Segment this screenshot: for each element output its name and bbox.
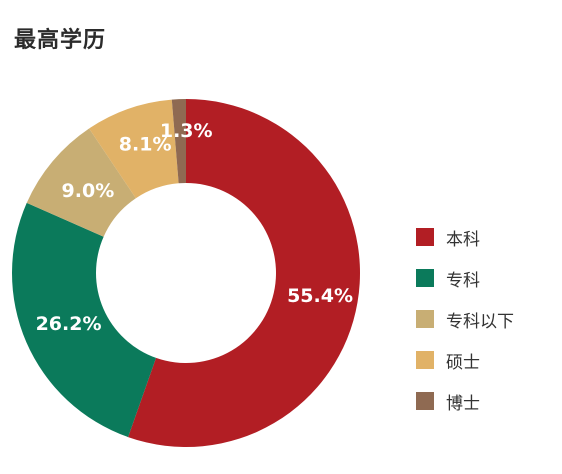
slice-value-label-2: 26.2% [36, 313, 102, 335]
legend-item-3: 专科以下 [416, 308, 514, 332]
legend-swatch [416, 269, 434, 287]
legend-label: 本科 [446, 229, 480, 250]
legend-swatch [416, 310, 434, 328]
donut-slice-3 [26, 128, 136, 237]
slice-value-label-4: 8.1% [119, 134, 172, 156]
donut-slice-2 [11, 202, 157, 438]
slice-value-label-1: 55.4% [287, 285, 353, 307]
chart-title: 最高学历 [14, 28, 107, 53]
legend-item-2: 专科 [416, 267, 514, 291]
donut-slice-5 [171, 99, 186, 184]
legend-swatch [416, 351, 434, 369]
legend-label: 硕士 [446, 352, 480, 373]
legend-label: 博士 [446, 393, 480, 414]
legend-swatch [416, 228, 434, 246]
legend-item-1: 本科 [416, 226, 514, 250]
legend-swatch [416, 392, 434, 410]
legend-label: 专科以下 [446, 311, 514, 332]
donut-slice-1 [128, 99, 361, 447]
donut-slice-4 [89, 99, 179, 199]
slice-value-label-5: 1.3% [160, 120, 213, 142]
chart-legend: 本科专科专科以下硕士博士 [416, 226, 514, 431]
legend-label: 专科 [446, 270, 480, 291]
slice-value-label-3: 9.0% [62, 180, 115, 202]
legend-item-4: 硕士 [416, 349, 514, 373]
donut-chart: 55.4% 26.2% 9.0% 8.1%1.3% [11, 99, 361, 447]
legend-item-5: 博士 [416, 390, 514, 414]
